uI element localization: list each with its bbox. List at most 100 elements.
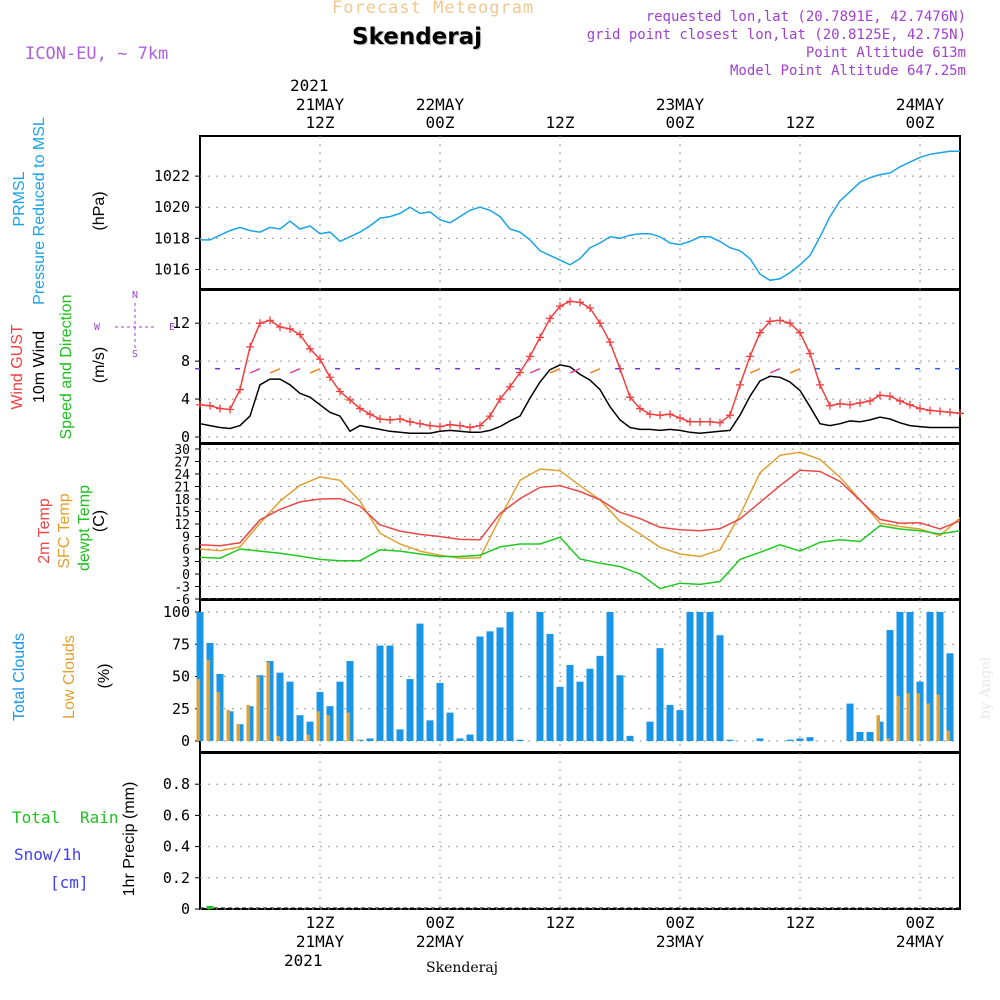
- product-title: Forecast Meteogram: [332, 0, 535, 18]
- bottom-hour-label: 00Z: [426, 913, 455, 932]
- gust-marker: [946, 408, 954, 417]
- panel-frame-precip: [199, 752, 961, 910]
- low-cloud-bar: [196, 679, 200, 741]
- compass-e: E: [169, 322, 175, 333]
- gust-series-line: [199, 300, 961, 429]
- gust-marker: [606, 338, 614, 347]
- gust-marker: [256, 319, 264, 328]
- total-cloud-bar: [566, 664, 574, 741]
- gust-marker: [526, 352, 534, 361]
- gust-marker: [726, 411, 734, 420]
- low-cloud-bar: [946, 730, 950, 741]
- total-cloud-bar: [676, 710, 684, 741]
- bottom-date-label: 23MAY: [656, 932, 705, 951]
- ytick-label-wind: 8: [181, 352, 190, 370]
- low-cloud-bar: [216, 691, 220, 741]
- gust-marker: [476, 421, 484, 430]
- total-cloud-bar: [706, 612, 714, 741]
- model-label: ICON-EU, ~ 7km: [25, 44, 169, 64]
- low-cloud-bar: [916, 693, 920, 741]
- total-cloud-bar: [696, 612, 704, 741]
- total-cloud-bar: [886, 630, 894, 741]
- total-cloud-bar: [756, 738, 764, 741]
- low-cloud-bar: [266, 662, 270, 741]
- top-hour-label: 12Z: [546, 113, 575, 132]
- total-cloud-bar: [626, 735, 634, 741]
- total-cloud-bar: [926, 612, 934, 741]
- gust-marker: [666, 410, 674, 419]
- wind-direction-arrow: [769, 368, 781, 374]
- gust-marker: [376, 414, 384, 423]
- low-cloud-bar: [276, 735, 280, 741]
- total-cloud-bar: [386, 645, 394, 741]
- wind-direction-arrow: [569, 368, 581, 374]
- low-cloud-bar: [896, 695, 900, 741]
- gust-marker: [626, 393, 634, 402]
- precip-label-cm: [cm]: [50, 873, 89, 892]
- gust-marker: [226, 405, 234, 414]
- top-date-label: 23MAY: [656, 95, 705, 114]
- ytick-label-precip: 0: [181, 900, 190, 918]
- precip-label-total: Total: [12, 808, 61, 827]
- ytick-label-pressure: 1022: [154, 167, 190, 185]
- info-line-4: Model Point Altitude 647.25m: [729, 63, 966, 79]
- gust-marker: [236, 385, 244, 394]
- gust-marker: [846, 400, 854, 409]
- total-cloud-bar: [456, 738, 464, 741]
- low-cloud-bar: [356, 739, 360, 741]
- gust-marker: [516, 368, 524, 377]
- gust-marker: [496, 395, 504, 404]
- gust-marker: [306, 344, 314, 353]
- ytick-label-wind: 12: [172, 314, 190, 332]
- gust-marker: [486, 412, 494, 421]
- top-hour-label: 12Z: [786, 113, 815, 132]
- gust-marker: [756, 328, 764, 337]
- low-cloud-bar: [346, 712, 350, 741]
- bottom-hour-label: 12Z: [786, 913, 815, 932]
- total-cloud-bar: [486, 631, 494, 741]
- gust-marker: [406, 417, 414, 426]
- gust-marker: [386, 415, 394, 424]
- total-cloud-bar: [196, 612, 204, 741]
- gust-marker: [366, 410, 374, 419]
- total-cloud-bar: [416, 623, 424, 741]
- ytick-label-precip: 0.8: [163, 775, 190, 793]
- total-cloud-bar: [476, 636, 484, 741]
- wind-direction-arrow: [289, 368, 301, 374]
- gust-marker: [916, 404, 924, 413]
- gust-marker: [896, 396, 904, 405]
- gust-marker: [466, 423, 474, 432]
- low-cloud-bar: [886, 738, 890, 741]
- panel-frame-temp: [199, 443, 961, 600]
- top-date-label: 24MAY: [896, 95, 945, 114]
- top-date-label: 22MAY: [416, 95, 465, 114]
- ytick-label-cloud: 25: [172, 700, 190, 718]
- gust-marker: [956, 409, 964, 418]
- gust-marker: [566, 297, 574, 306]
- ytick-label-temp: 30: [174, 443, 190, 458]
- gust-marker: [656, 411, 664, 420]
- low-cloud-bar: [236, 724, 240, 741]
- ytick-label-temp: 3: [182, 556, 190, 571]
- info-line-1: requested lon,lat (20.7891E, 42.7476N): [645, 9, 966, 25]
- gust-marker: [506, 382, 514, 391]
- total-cloud-bar: [436, 682, 444, 741]
- wind-direction-arrow: [249, 368, 261, 374]
- ytick-label-cloud: 75: [172, 635, 190, 653]
- gust-marker: [886, 392, 894, 401]
- ytick-label-wind: 4: [181, 390, 190, 408]
- t2m-series-line: [199, 469, 961, 547]
- gust-marker: [266, 316, 274, 325]
- total-cloud-bar: [406, 679, 414, 741]
- ytick-label-temp: -3: [174, 581, 190, 596]
- total-cloud-bar: [536, 612, 544, 741]
- gust-marker: [396, 414, 404, 423]
- total-cloud-bar: [596, 655, 604, 741]
- rain-bar: [206, 905, 214, 909]
- gust-marker: [206, 401, 214, 410]
- gust-marker: [806, 349, 814, 358]
- wind-direction-arrow: [789, 368, 801, 374]
- total-cloud-bar: [666, 704, 674, 741]
- gust-marker: [596, 319, 604, 328]
- total-cloud-bar: [396, 729, 404, 741]
